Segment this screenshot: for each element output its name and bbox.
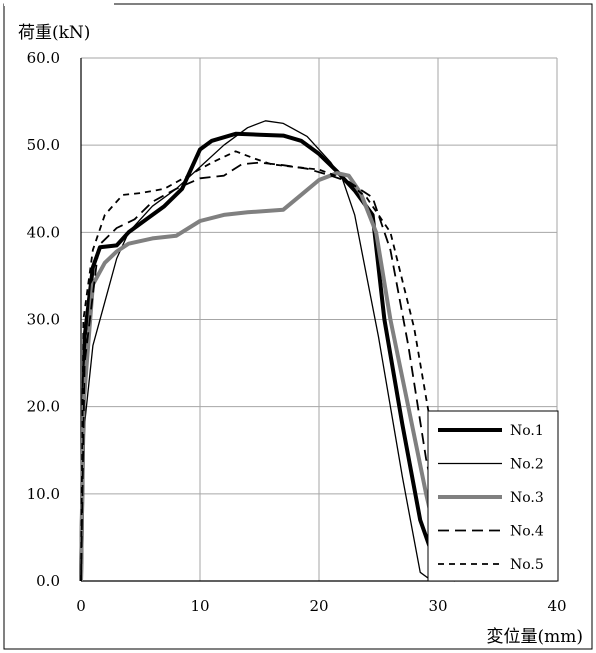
x-tick-label: 0 (76, 597, 86, 615)
x-tick-label: 20 (309, 597, 328, 615)
y-tick-labels: 0.0 10.0 20.0 30.0 40.0 50.0 60.0 (27, 49, 60, 590)
y-tick-label: 10.0 (27, 485, 60, 503)
legend-label-no4: No.4 (510, 524, 544, 540)
y-tick-label: 30.0 (27, 311, 60, 329)
y-axis-label: 荷重(kN) (18, 23, 90, 43)
legend-label-no5: No.5 (510, 557, 544, 573)
x-axis-label: 変位量(mm) (486, 627, 583, 647)
series-lines (79, 120, 474, 583)
legend-label-no2: No.2 (510, 457, 544, 473)
frame-gap (4, 0, 114, 6)
y-tick-label: 20.0 (27, 398, 60, 416)
y-tick-label: 50.0 (27, 136, 60, 154)
series-line-no1 (79, 131, 474, 582)
series-line-no2 (80, 120, 433, 582)
legend-label-no1: No.1 (510, 423, 544, 439)
series-line-no3 (79, 171, 458, 583)
y-tick-label: 40.0 (27, 223, 60, 241)
legend-label-no3: No.3 (510, 490, 544, 506)
series-line-no5 (80, 150, 463, 582)
outer-frame (3, 3, 593, 650)
y-tick-label: 0.0 (36, 572, 60, 590)
x-tick-label: 10 (190, 597, 209, 615)
x-tick-labels: 0 10 20 30 40 (76, 597, 566, 615)
legend: No.1 No.2 No.3 No.4 No.5 (427, 410, 559, 582)
y-tick-label: 60.0 (27, 49, 60, 67)
x-tick-label: 40 (547, 597, 566, 615)
x-tick-label: 30 (428, 597, 447, 615)
